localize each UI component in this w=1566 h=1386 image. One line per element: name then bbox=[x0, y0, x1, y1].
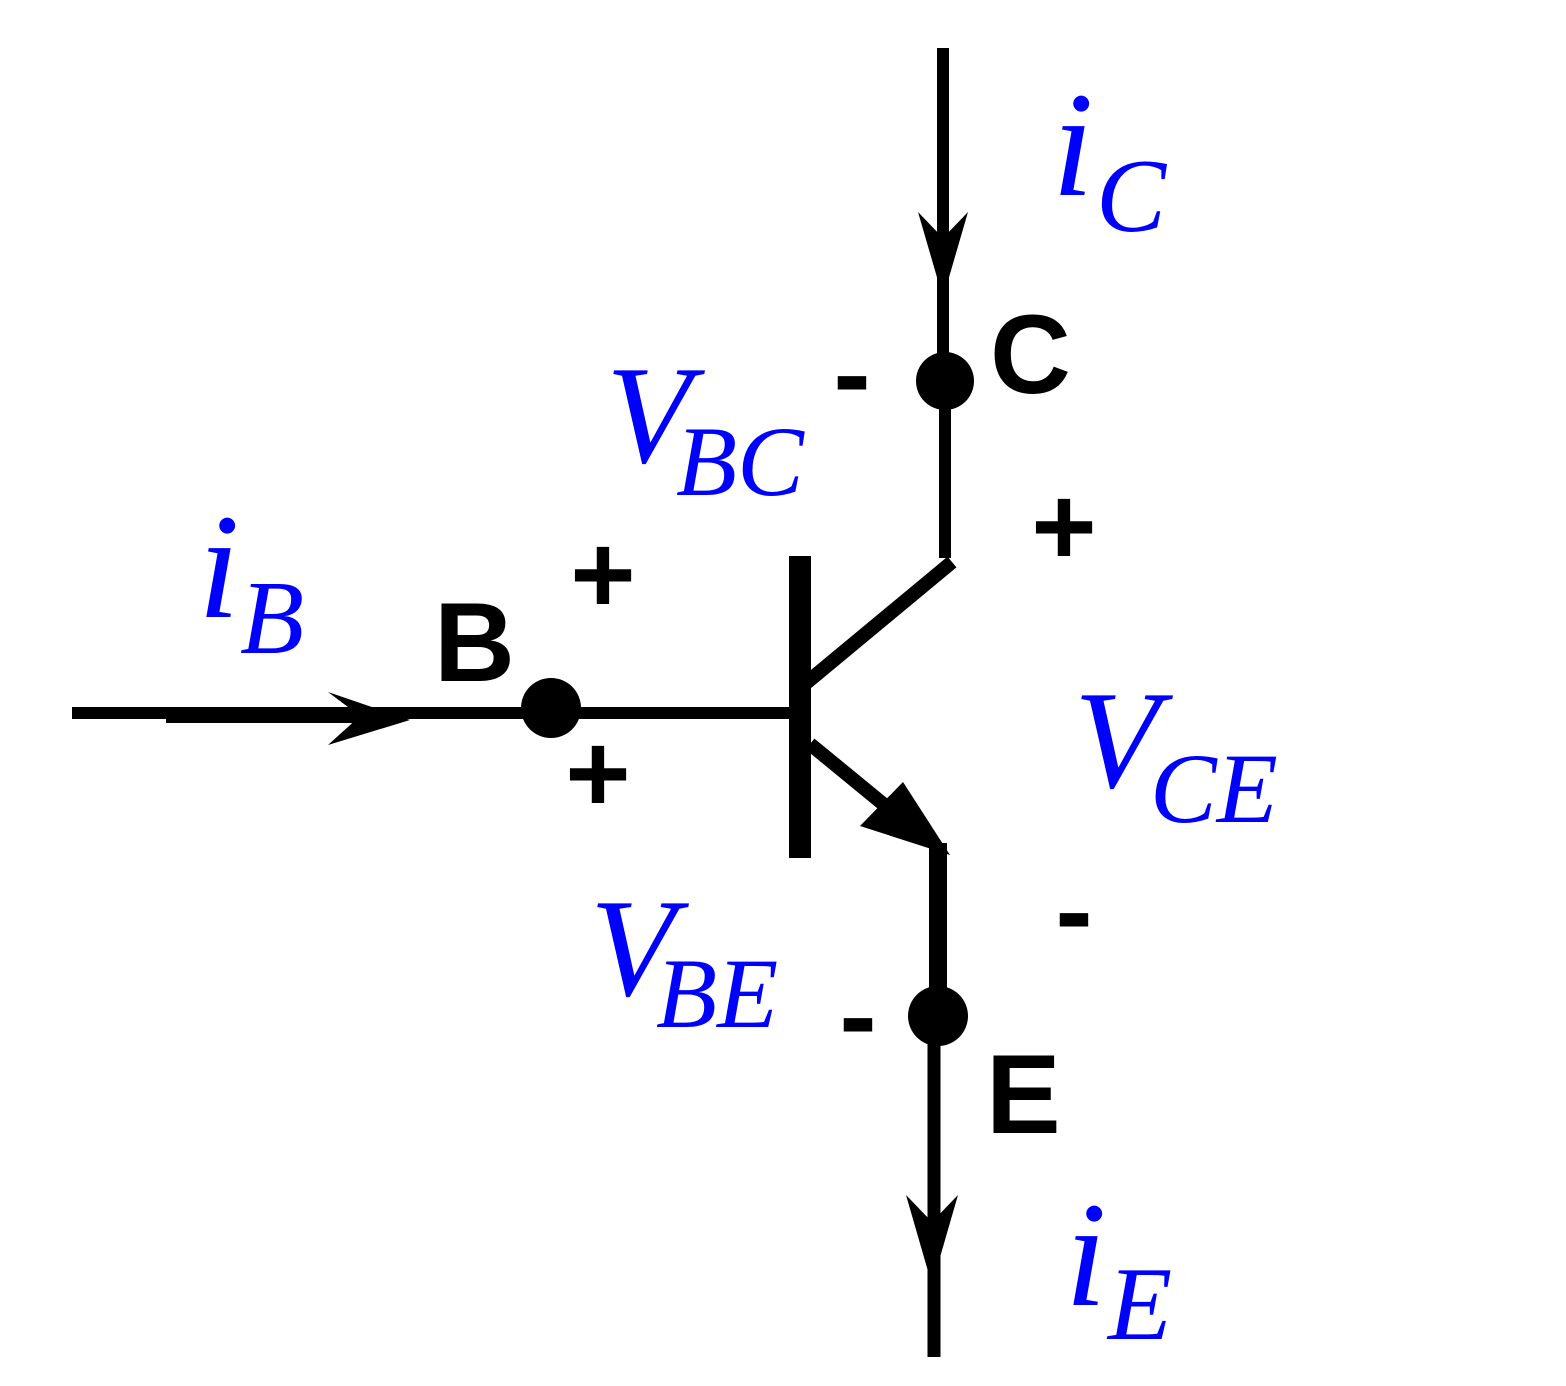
emitter-line bbox=[805, 738, 893, 814]
emitter-current-symbol: i bbox=[1065, 1172, 1107, 1338]
emitter-current-arrow-icon bbox=[906, 1195, 958, 1285]
collector-line bbox=[800, 556, 957, 690]
vbe-label: V BE bbox=[590, 871, 778, 1049]
emitter-terminal-label: E bbox=[986, 1032, 1061, 1157]
emitter-lead bbox=[906, 843, 958, 1357]
base-current-symbol: i bbox=[198, 484, 240, 650]
vce-symbol: V bbox=[1074, 663, 1173, 818]
emitter-current-subscript: E bbox=[1106, 1245, 1172, 1362]
collector-current-label: i C bbox=[1052, 62, 1168, 254]
collector-current-arrow-icon bbox=[918, 212, 968, 298]
base-terminal-label: B bbox=[434, 580, 515, 705]
emitter-current-label: i E bbox=[1065, 1172, 1172, 1362]
collector-current-subscript: C bbox=[1096, 137, 1168, 254]
base-current-label: i B bbox=[198, 484, 304, 676]
vbc-symbol: V bbox=[606, 338, 705, 493]
vbe-plus-sign: + bbox=[565, 711, 630, 836]
vce-minus-sign: - bbox=[1055, 848, 1092, 973]
base-lead bbox=[72, 692, 800, 745]
transistor-symbol bbox=[789, 556, 957, 858]
vbc-plus-sign: + bbox=[570, 512, 635, 637]
vbe-subscript: BE bbox=[656, 938, 778, 1049]
base-current-arrow-icon bbox=[328, 692, 410, 745]
emitter-arrow-icon bbox=[860, 782, 950, 855]
vbc-subscript: BC bbox=[676, 406, 805, 517]
emitter-node bbox=[908, 986, 968, 1046]
vce-plus-sign: + bbox=[1031, 464, 1096, 589]
vbc-minus-sign: - bbox=[833, 311, 870, 436]
base-current-subscript: B bbox=[240, 559, 304, 676]
vce-label: V CE bbox=[1074, 663, 1278, 844]
collector-current-symbol: i bbox=[1052, 62, 1094, 228]
base-node bbox=[521, 678, 581, 738]
collector-terminal-label: C bbox=[990, 292, 1071, 417]
collector-node bbox=[916, 352, 974, 410]
vbc-label: V BC bbox=[606, 338, 805, 517]
vce-subscript: CE bbox=[1150, 733, 1278, 844]
vbe-symbol: V bbox=[590, 871, 689, 1026]
collector-lead bbox=[918, 48, 968, 558]
vbe-minus-sign: - bbox=[839, 953, 876, 1078]
